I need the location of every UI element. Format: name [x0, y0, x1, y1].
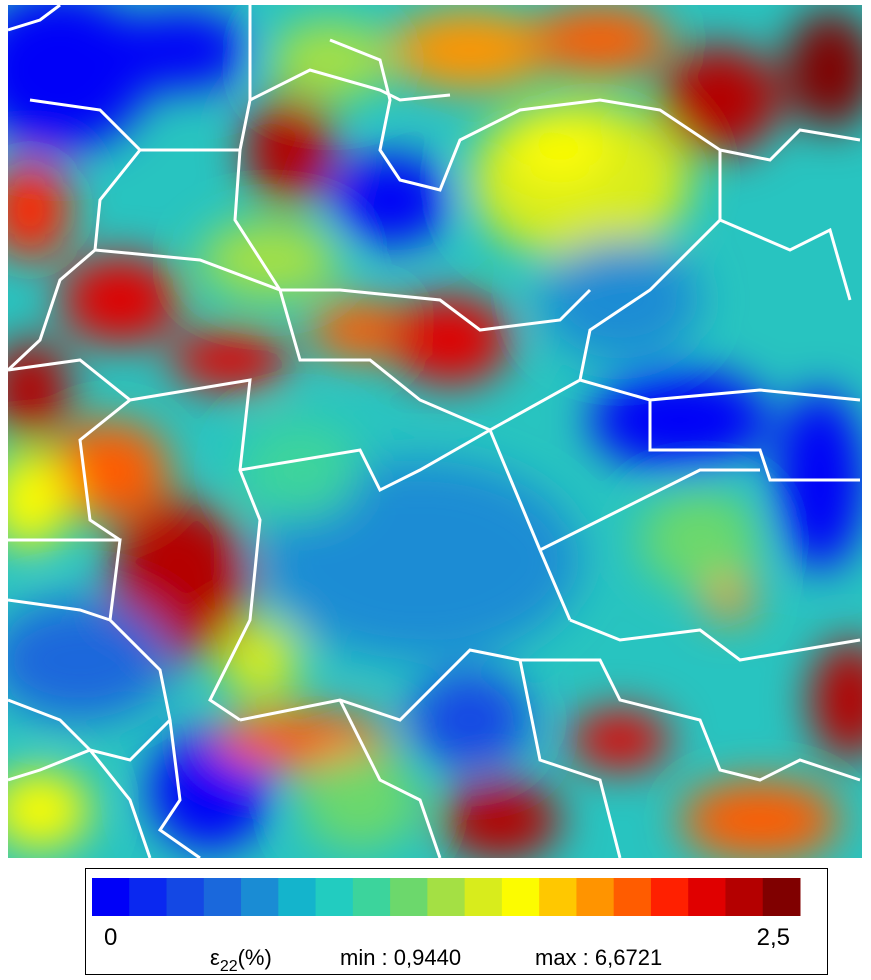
- colorbar-segment: [613, 878, 652, 916]
- colorbar-segment: [650, 878, 689, 916]
- quantity-subscript: 22: [220, 958, 238, 975]
- grain-boundaries: [8, 5, 861, 858]
- colorbar-segment: [315, 878, 354, 916]
- colorbar-segment: [278, 878, 317, 916]
- colorbar-segment: [166, 878, 205, 916]
- quantity-unit: (%): [238, 945, 272, 970]
- colorbar-segment: [352, 878, 391, 916]
- colorbar-segment: [203, 878, 242, 916]
- colorbar-segment: [464, 878, 503, 916]
- colorbar-segment: [427, 878, 466, 916]
- colorbar-segment: [129, 878, 168, 916]
- colorbar-segment: [762, 878, 801, 916]
- strain-map: [8, 5, 862, 858]
- colorbar-max-tick: 2,5: [757, 924, 790, 951]
- quantity-symbol: ε: [210, 945, 220, 970]
- colorbar-segment: [576, 878, 615, 916]
- colorbar-segment: [92, 878, 130, 916]
- colorbar-segment: [241, 878, 279, 916]
- quantity-label: ε22(%): [210, 945, 272, 975]
- min-label: min : 0,9440: [340, 945, 461, 970]
- colorbar-segment: [501, 878, 540, 916]
- colorbar-segment: [539, 878, 577, 916]
- colorbar-min-tick: 0: [104, 924, 117, 951]
- colorbar: [92, 878, 801, 916]
- colorbar-segment: [688, 878, 726, 916]
- colorbar-segment: [725, 878, 764, 916]
- colorbar-segment: [390, 878, 428, 916]
- max-label: max : 6,6721: [535, 945, 662, 970]
